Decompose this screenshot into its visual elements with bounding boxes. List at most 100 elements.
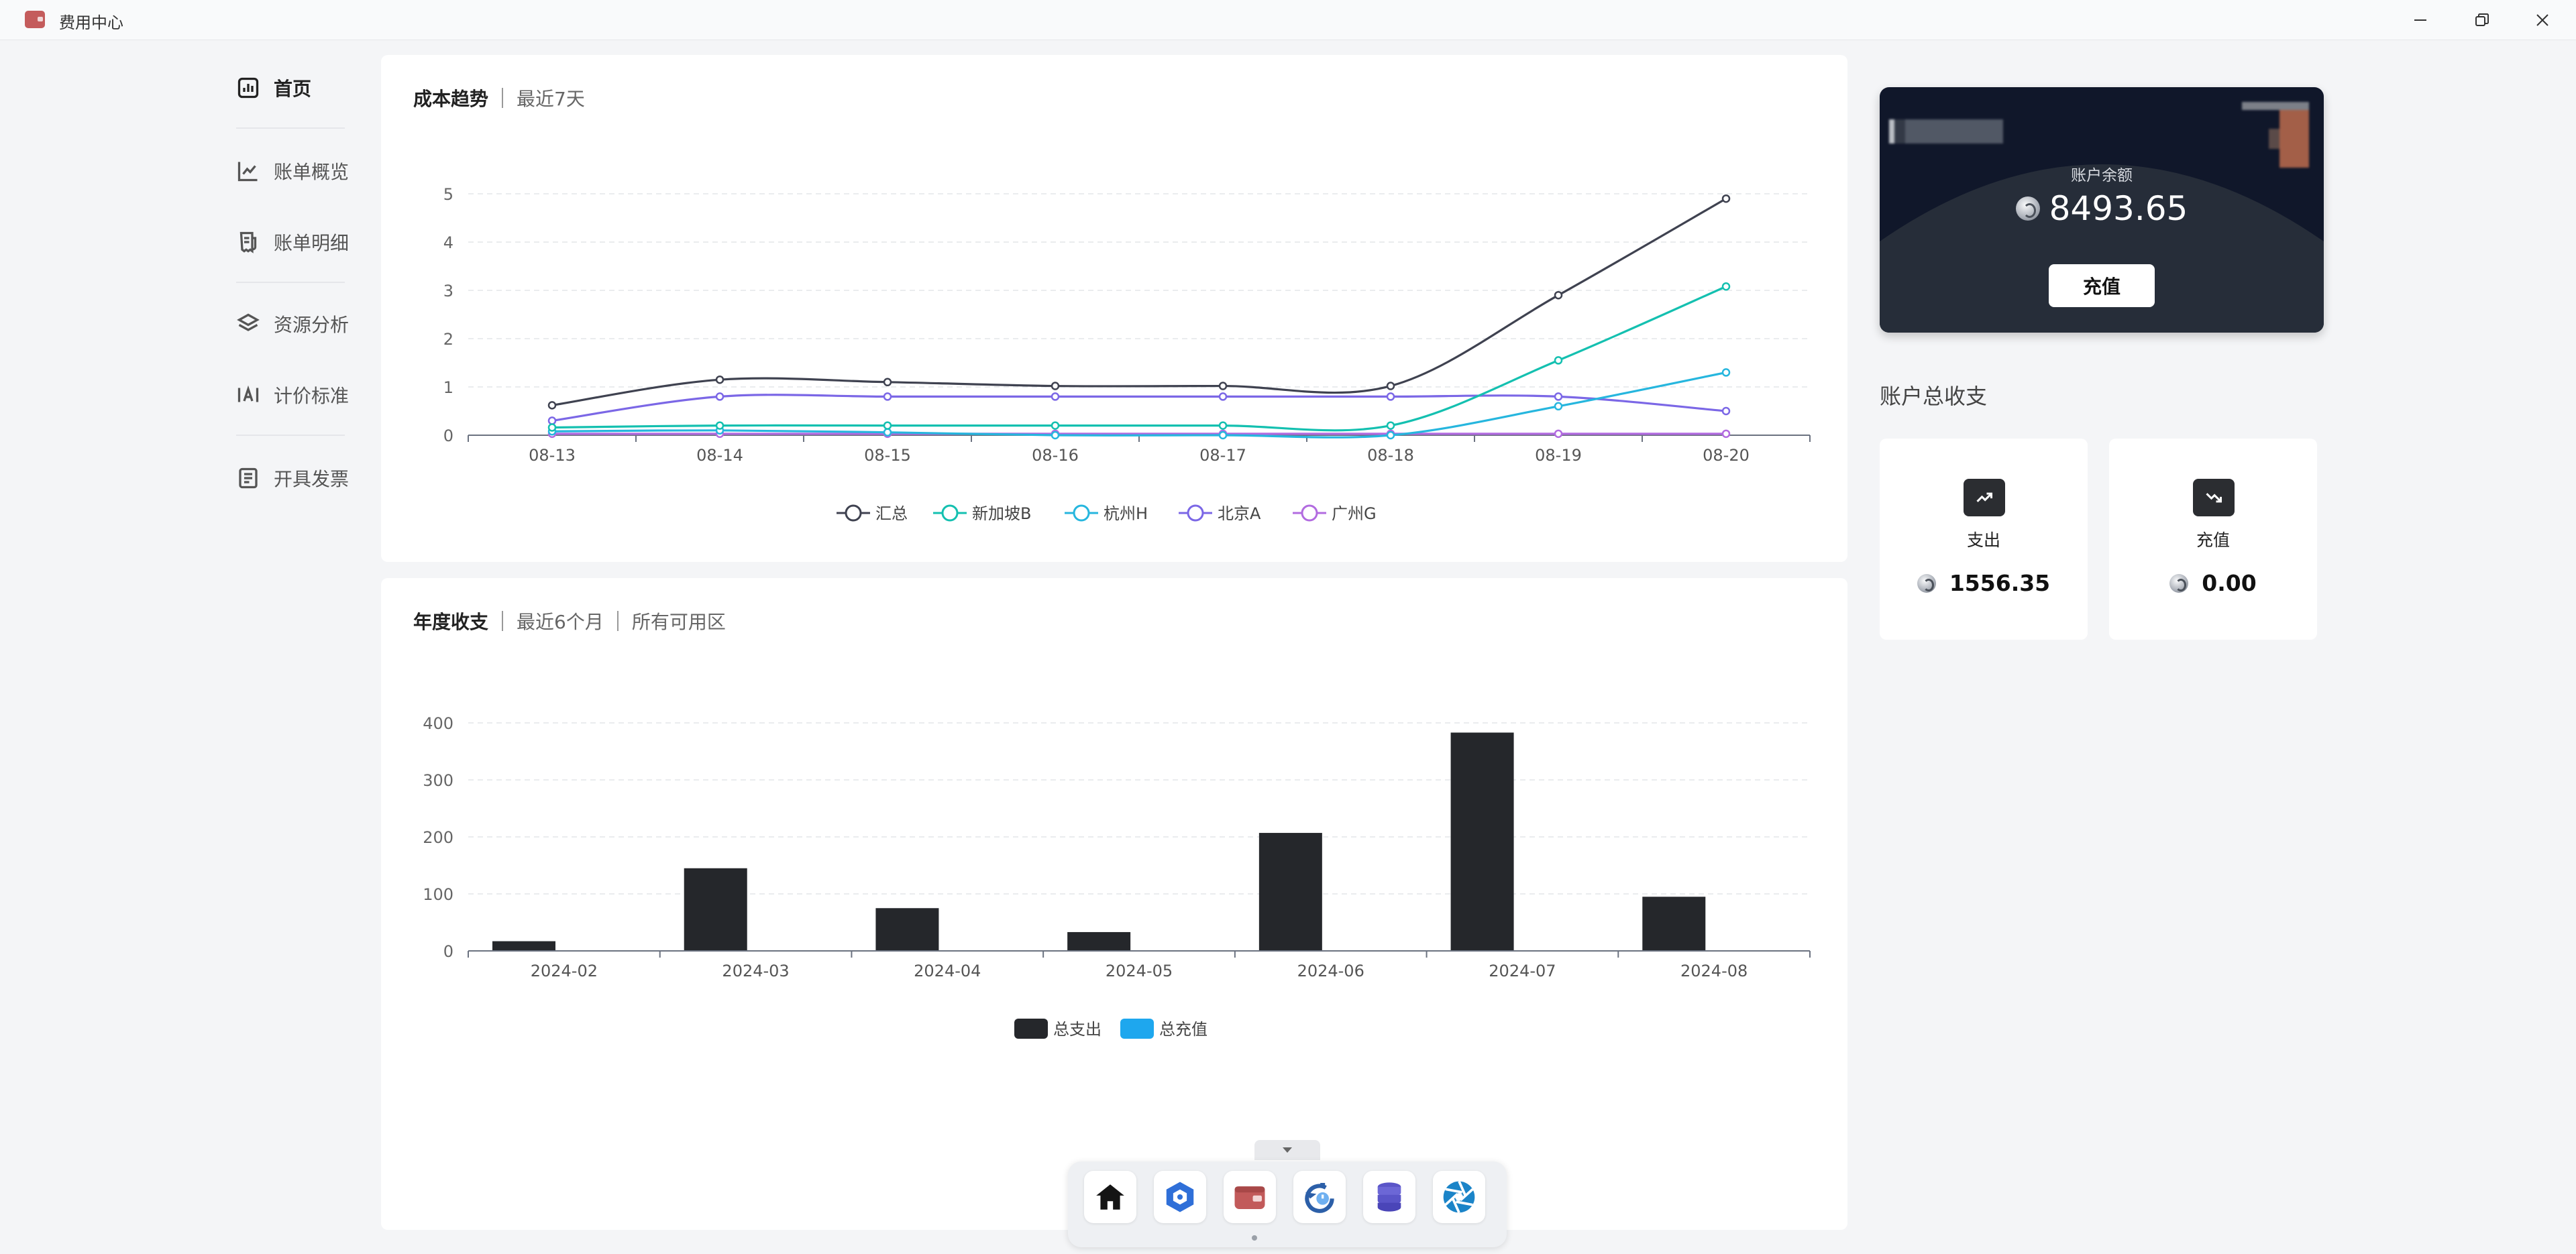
x-tick-label: 08-14 [696, 446, 743, 465]
legend-label: 北京A [1218, 504, 1261, 523]
database-icon [1377, 1182, 1401, 1212]
dock-app-network[interactable] [1154, 1171, 1206, 1223]
bar [492, 941, 555, 951]
range-selector[interactable]: 最近7天 [517, 88, 585, 110]
sidebar-item-label: 资源分析 [274, 314, 350, 336]
data-point [547, 423, 557, 432]
summary-title: 账户总收支 [1880, 384, 1988, 409]
window-title: 费用中心 [59, 13, 123, 32]
x-tick-label: 2024-02 [531, 962, 598, 980]
y-tick-label: 200 [423, 828, 453, 847]
expense-value: 1556.35 [1949, 570, 2051, 596]
expense-label: 支出 [1966, 530, 2000, 550]
y-tick-label: 2 [443, 330, 453, 349]
data-point [1218, 382, 1228, 390]
data-point [1386, 421, 1395, 430]
balance-value: 8493.65 [2049, 189, 2188, 228]
close-icon [2536, 14, 2548, 26]
x-tick-label: 08-17 [1199, 446, 1246, 465]
sidebar-item-bill-overview[interactable]: 账单概览 [236, 154, 349, 188]
dock-app-database[interactable] [1363, 1171, 1415, 1223]
y-tick-label: 300 [423, 771, 453, 790]
y-tick-label: 1 [443, 378, 453, 397]
data-point [715, 375, 724, 384]
dock [1068, 1161, 1507, 1247]
restore-button[interactable] [2462, 5, 2502, 35]
dock-app-aperture[interactable] [1433, 1171, 1485, 1223]
chart-box-icon [237, 77, 259, 99]
dock-app-home[interactable] [1084, 1171, 1136, 1223]
topup-label: 充值 [2196, 530, 2230, 550]
topup-amount: 0.00 [2109, 570, 2317, 596]
series-line [551, 394, 1727, 422]
masked-account-name [1889, 119, 2003, 144]
expense-card: 支出 1556.35 [1880, 439, 2088, 640]
restore-icon [2475, 13, 2489, 26]
series-line [551, 285, 1727, 432]
data-point [1051, 421, 1060, 430]
data-point [883, 421, 892, 430]
zone-selector[interactable]: 所有可用区 [631, 611, 726, 633]
card-background-arc [1880, 164, 2324, 333]
topup-button[interactable]: 充值 [2049, 264, 2155, 307]
data-point [1386, 431, 1395, 440]
trending-down-icon [2193, 479, 2235, 516]
range-selector[interactable]: 最近6个月 [517, 611, 604, 633]
x-tick-label: 08-13 [529, 446, 576, 465]
sidebar-item-label: 账单明细 [274, 232, 350, 254]
minimize-button[interactable] [2400, 5, 2440, 35]
card-header: 年度收支 最近6个月 所有可用区 [413, 608, 726, 634]
data-point [547, 401, 557, 410]
data-point [1554, 392, 1563, 401]
close-button[interactable] [2522, 5, 2563, 35]
title-bar: 费用中心 [0, 0, 2576, 40]
legend-marker [845, 504, 862, 522]
x-tick-label: 08-16 [1032, 446, 1079, 465]
data-point [547, 416, 557, 425]
data-point [883, 428, 892, 437]
x-tick-label: 08-18 [1367, 446, 1414, 465]
balance-amount: 8493.65 [1880, 189, 2324, 228]
sidebar-item-invoice[interactable]: 开具发票 [236, 461, 349, 495]
sidebar-item-home[interactable]: 首页 [236, 71, 311, 105]
y-tick-label: 0 [443, 426, 453, 445]
cube-network-icon [1166, 1182, 1194, 1212]
data-point [1386, 382, 1395, 390]
expense-amount: 1556.35 [1880, 570, 2088, 596]
sidebar-item-bill-details[interactable]: 账单明细 [236, 225, 349, 259]
data-point [715, 392, 724, 401]
series-line [551, 371, 1727, 439]
legend-label: 杭州H [1104, 504, 1148, 523]
sidebar-item-label: 计价标准 [274, 385, 350, 407]
x-tick-label: 08-19 [1535, 446, 1582, 465]
data-point [1218, 421, 1228, 430]
aperture-icon [1443, 1180, 1475, 1214]
legend-marker [1073, 504, 1090, 522]
topup-summary-card: 充值 0.00 [2109, 439, 2317, 640]
data-point [1721, 194, 1731, 203]
sidebar-divider [236, 127, 345, 129]
data-point [1721, 406, 1731, 416]
data-point [1051, 382, 1060, 390]
chevron-down-icon [1283, 1147, 1292, 1153]
sidebar-item-resource-analysis[interactable]: 资源分析 [236, 307, 349, 341]
wallet-icon [1234, 1186, 1265, 1209]
data-point [1218, 392, 1228, 401]
dock-toggle[interactable] [1254, 1140, 1320, 1160]
coin-icon [2169, 573, 2189, 593]
card-title: 年度收支 [413, 611, 489, 633]
header-divider [502, 88, 504, 108]
data-point [715, 421, 724, 430]
data-point [1554, 429, 1563, 439]
dock-app-wallet[interactable] [1224, 1171, 1276, 1223]
data-point [1554, 290, 1563, 300]
legend-swatch [1014, 1019, 1048, 1039]
dock-app-refresh[interactable] [1293, 1171, 1346, 1223]
invoice-icon [239, 467, 258, 489]
coin-icon [2015, 196, 2040, 221]
annual-card: 年度收支 最近6个月 所有可用区 0 100 200 300 400 2024-02 202… [381, 578, 1847, 1230]
header-divider [502, 611, 504, 631]
legend-marker [941, 504, 959, 522]
sidebar-item-pricing[interactable]: 计价标准 [236, 378, 349, 412]
data-point [1554, 356, 1563, 365]
